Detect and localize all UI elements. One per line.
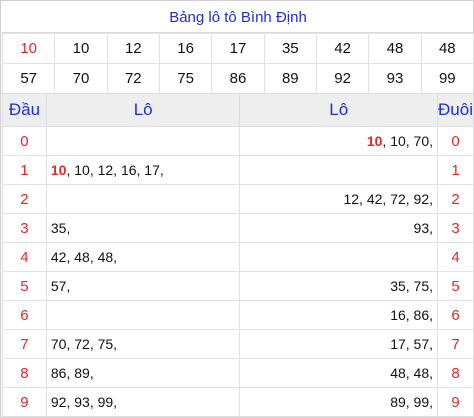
lo-right-cell [239, 242, 439, 272]
lo-left-cell [45, 184, 241, 214]
lo-values: 89, 99, [390, 394, 434, 410]
header-duoi: Đuôi [437, 93, 474, 127]
table-row: 9 92, 93, 99, 89, 99, 9 [2, 387, 474, 417]
tail-digit: 3 [437, 213, 474, 243]
lo-right-cell: 12, 42, 72, 92, [239, 184, 439, 214]
lo-left-cell [45, 126, 241, 156]
head-digit: 0 [2, 126, 47, 156]
numbers-row: 10 10 12 16 17 35 42 48 48 [1, 33, 474, 64]
head-digit: 6 [2, 300, 47, 330]
number-cell: 93 [368, 63, 422, 94]
tail-digit: 4 [437, 242, 474, 272]
head-digit: 4 [2, 242, 47, 272]
header-lo-left: Lô [45, 93, 241, 127]
lo-left-cell: 70, 72, 75, [45, 329, 241, 359]
table-row: 1 10, 10, 12, 16, 17, 1 [2, 155, 474, 185]
board-title: Bảng lô tô Bình Định [2, 2, 474, 33]
lo-left-cell: 10, 10, 12, 16, 17, [45, 155, 241, 185]
lo-right-cell: 93, [239, 213, 439, 243]
tail-digit: 1 [437, 155, 474, 185]
lo-right-cell: 17, 57, [239, 329, 439, 359]
lo-values: 16, 86, [390, 307, 434, 323]
table-row: 6 16, 86, 6 [2, 300, 474, 330]
tail-digit: 8 [437, 358, 474, 388]
number-cell: 72 [106, 63, 160, 94]
lo-values: , 10, 12, 16, 17, [66, 162, 164, 178]
lo-values: 42, 48, 48, [50, 249, 118, 265]
lo-right-cell: 10, 10, 70, [239, 126, 439, 156]
lo-left-cell: 42, 48, 48, [45, 242, 241, 272]
lo-left-cell [45, 300, 241, 330]
tail-digit: 7 [437, 329, 474, 359]
lo-values: 12, 42, 72, 92, [343, 191, 434, 207]
numbers-row: 57 70 72 75 86 89 92 93 99 [1, 63, 474, 94]
head-digit: 5 [2, 271, 47, 301]
number-cell: 12 [106, 33, 160, 64]
number-cell: 17 [211, 33, 265, 64]
number-cell: 48 [368, 33, 422, 64]
tail-digit: 9 [437, 387, 474, 417]
table-row: 5 57, 35, 75, 5 [2, 271, 474, 301]
lo-left-cell: 57, [45, 271, 241, 301]
lo-values: 35, [50, 220, 71, 236]
lo-values: 70, 72, 75, [50, 336, 118, 352]
number-cell: 48 [420, 33, 474, 64]
lo-values: 93, [413, 220, 434, 236]
table-row: 2 12, 42, 72, 92, 2 [2, 184, 474, 214]
number-cell: 35 [263, 33, 317, 64]
highlight-number: 10 [50, 162, 67, 178]
tail-digit: 5 [437, 271, 474, 301]
number-cell: 89 [263, 63, 317, 94]
lo-values: 48, 48, [390, 365, 434, 381]
number-cell: 16 [158, 33, 213, 64]
header-dau: Đầu [2, 93, 47, 127]
number-cell: 99 [420, 63, 474, 94]
table-row: 0 10, 10, 70, 0 [2, 126, 474, 156]
lo-right-cell: 89, 99, [239, 387, 439, 417]
lo-values: 86, 89, [50, 365, 94, 381]
highlight-number: 10 [366, 133, 383, 149]
loto-table: Đầu Lô Lô Đuôi 0 10, 10, 70, 0 1 10, 10, 12,… [2, 93, 474, 417]
lo-values: , 10, 70, [382, 133, 434, 149]
number-cell: 86 [211, 63, 265, 94]
head-digit: 9 [2, 387, 47, 417]
head-digit: 8 [2, 358, 47, 388]
tail-digit: 6 [437, 300, 474, 330]
lo-values: 17, 57, [390, 336, 434, 352]
number-cell: 70 [54, 63, 108, 94]
number-cell: 92 [315, 63, 370, 94]
lo-values: 57, [50, 278, 71, 294]
lo-values: 92, 93, 99, [50, 394, 118, 410]
table-row: 7 70, 72, 75, 17, 57, 7 [2, 329, 474, 359]
table-row: 3 35, 93, 3 [2, 213, 474, 243]
tail-digit: 0 [437, 126, 474, 156]
table-row: 8 86, 89, 48, 48, 8 [2, 358, 474, 388]
lo-right-cell: 35, 75, [239, 271, 439, 301]
number-cell: 10 [54, 33, 108, 64]
lo-left-cell: 35, [45, 213, 241, 243]
header-lo-right: Lô [239, 93, 439, 127]
lo-right-cell: 48, 48, [239, 358, 439, 388]
head-digit: 3 [2, 213, 47, 243]
lo-left-cell: 92, 93, 99, [45, 387, 241, 417]
number-cell: 57 [1, 63, 56, 94]
loto-header-row: Đầu Lô Lô Đuôi [2, 93, 474, 127]
lo-values: 35, 75, [390, 278, 434, 294]
number-cell: 10 [1, 33, 56, 64]
head-digit: 2 [2, 184, 47, 214]
lo-right-cell: 16, 86, [239, 300, 439, 330]
table-row: 4 42, 48, 48, 4 [2, 242, 474, 272]
lo-left-cell: 86, 89, [45, 358, 241, 388]
head-digit: 1 [2, 155, 47, 185]
head-digit: 7 [2, 329, 47, 359]
tail-digit: 2 [437, 184, 474, 214]
number-cell: 42 [315, 33, 370, 64]
number-cell: 75 [158, 63, 213, 94]
lo-right-cell [239, 155, 439, 185]
numbers-grid: 10 10 12 16 17 35 42 48 48 57 70 72 75 8… [1, 33, 474, 94]
